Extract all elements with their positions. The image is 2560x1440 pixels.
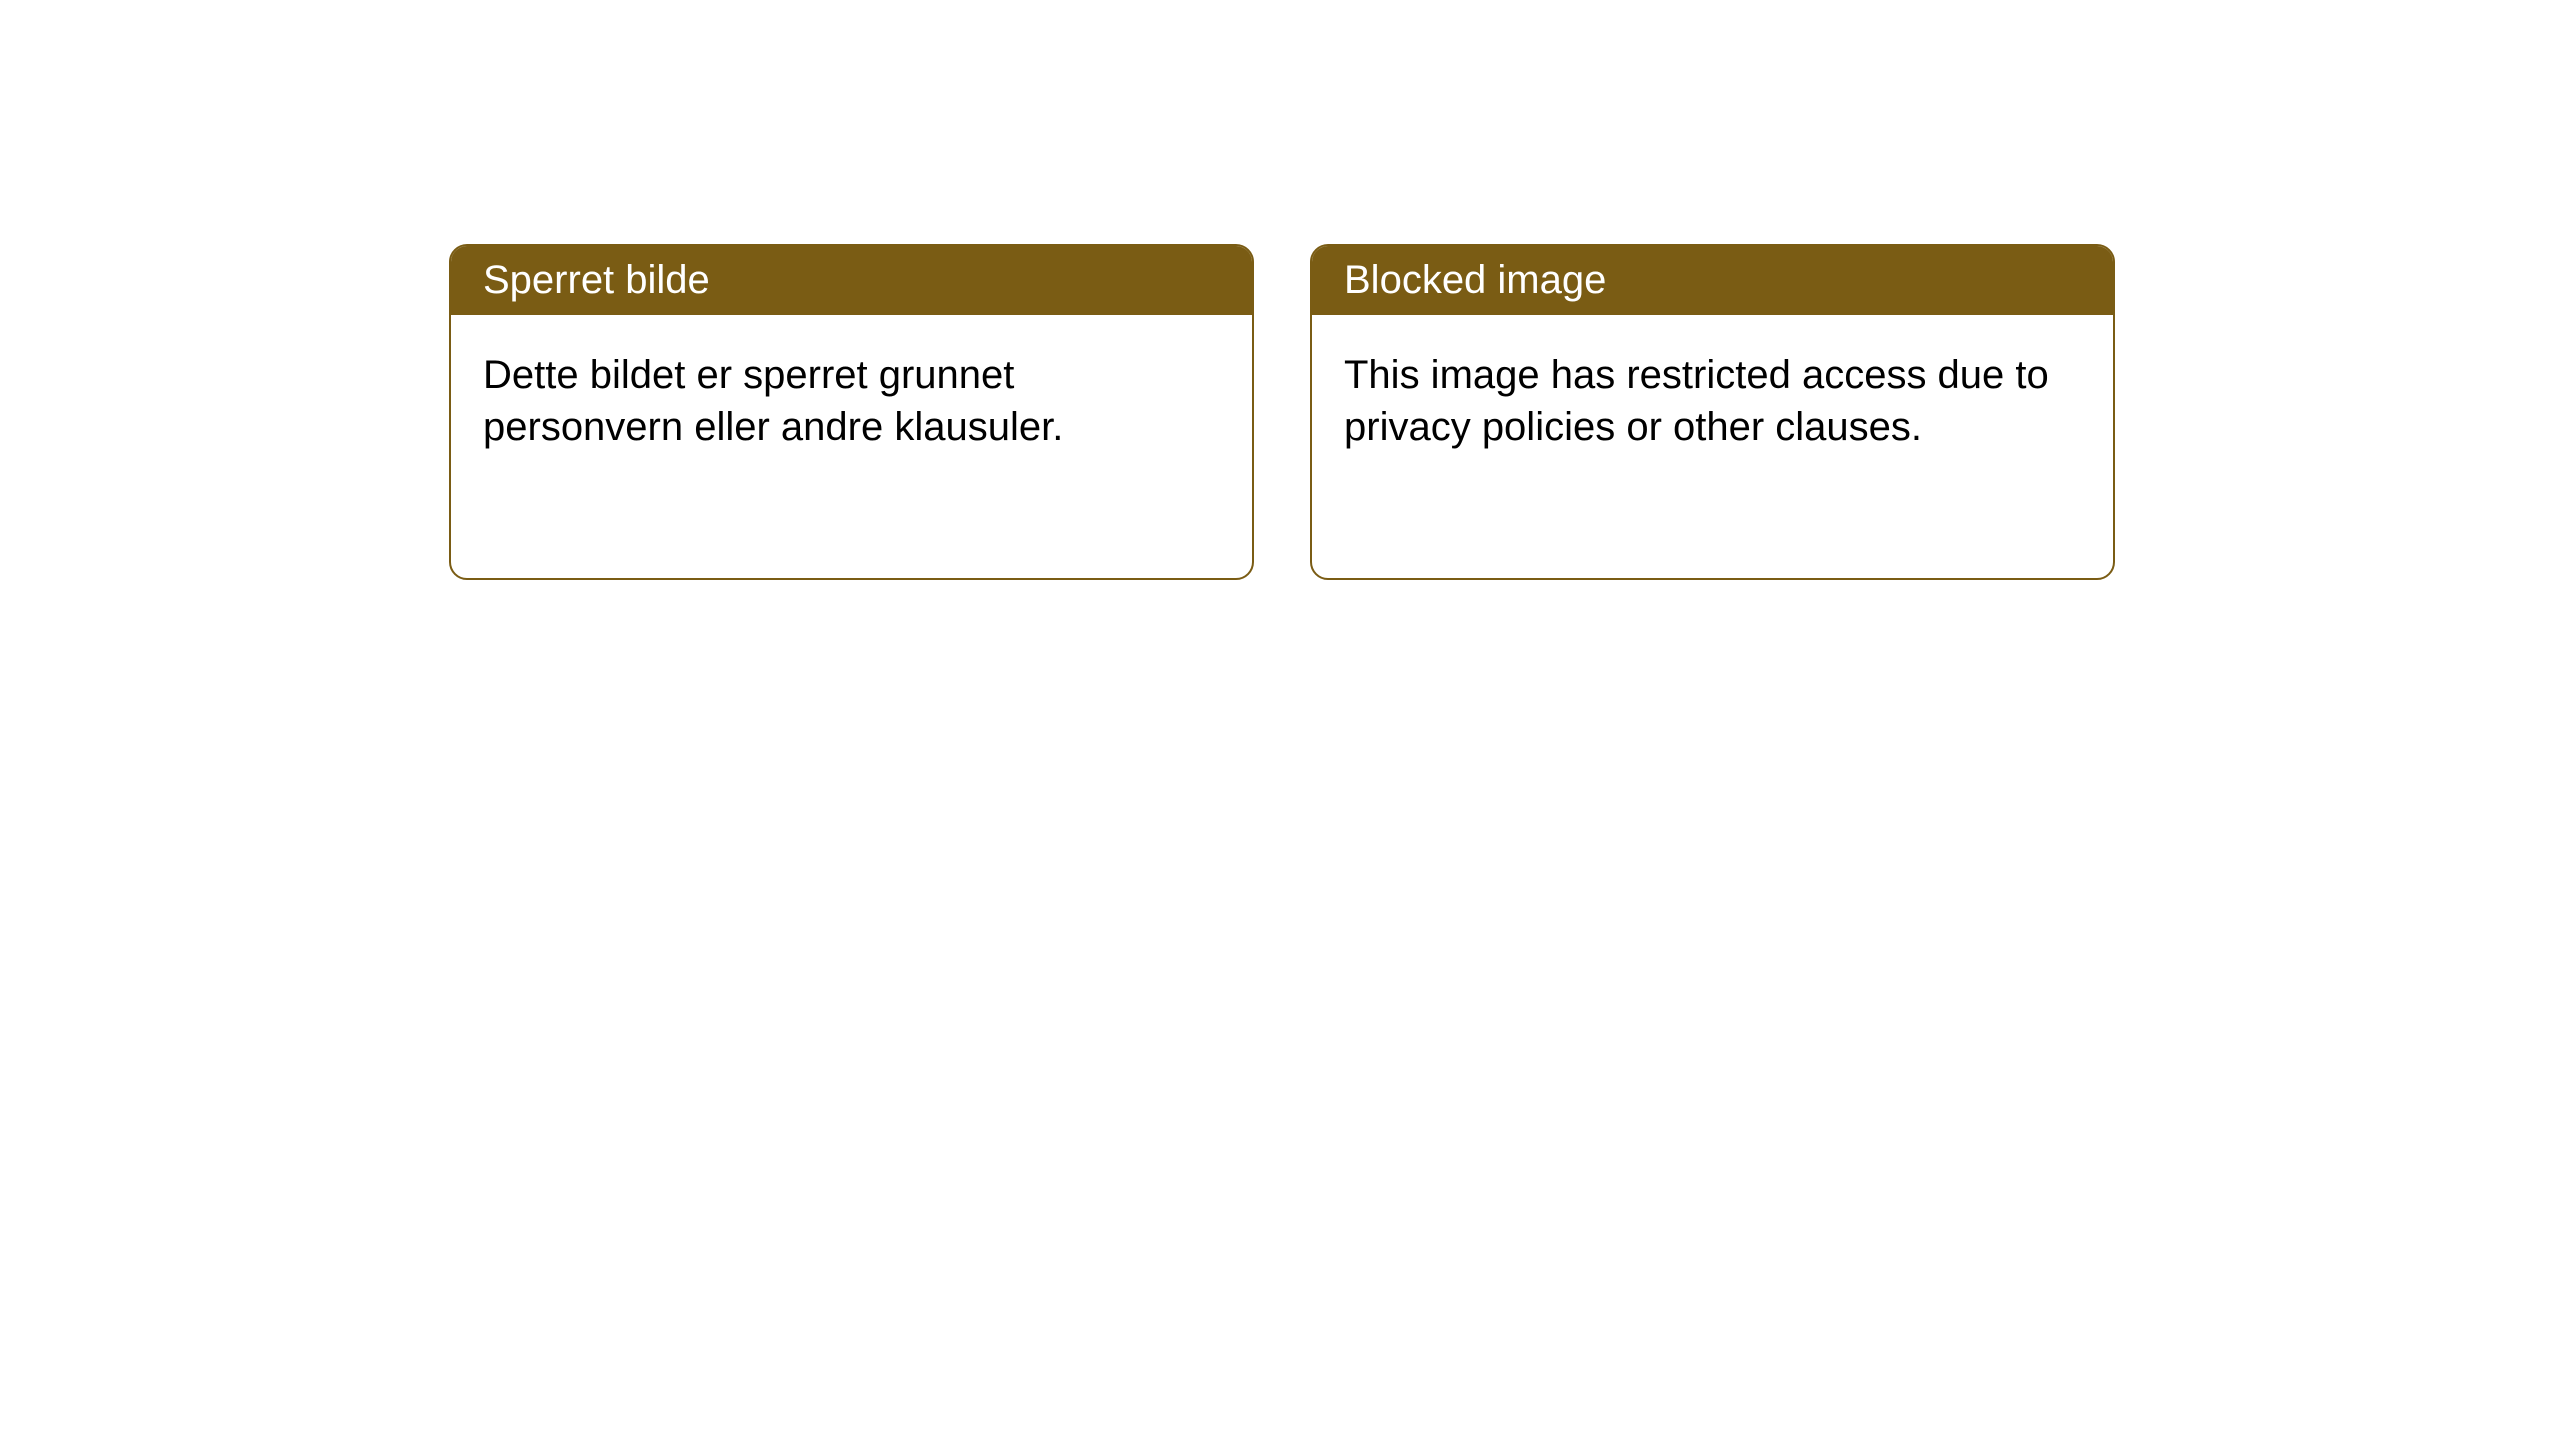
notice-body: This image has restricted access due to … [1312,315,2113,477]
notice-body: Dette bildet er sperret grunnet personve… [451,315,1252,477]
notice-header: Sperret bilde [451,246,1252,315]
notice-card-norwegian: Sperret bilde Dette bildet er sperret gr… [449,244,1254,580]
notice-header: Blocked image [1312,246,2113,315]
notice-cards-container: Sperret bilde Dette bildet er sperret gr… [449,244,2115,580]
notice-card-english: Blocked image This image has restricted … [1310,244,2115,580]
